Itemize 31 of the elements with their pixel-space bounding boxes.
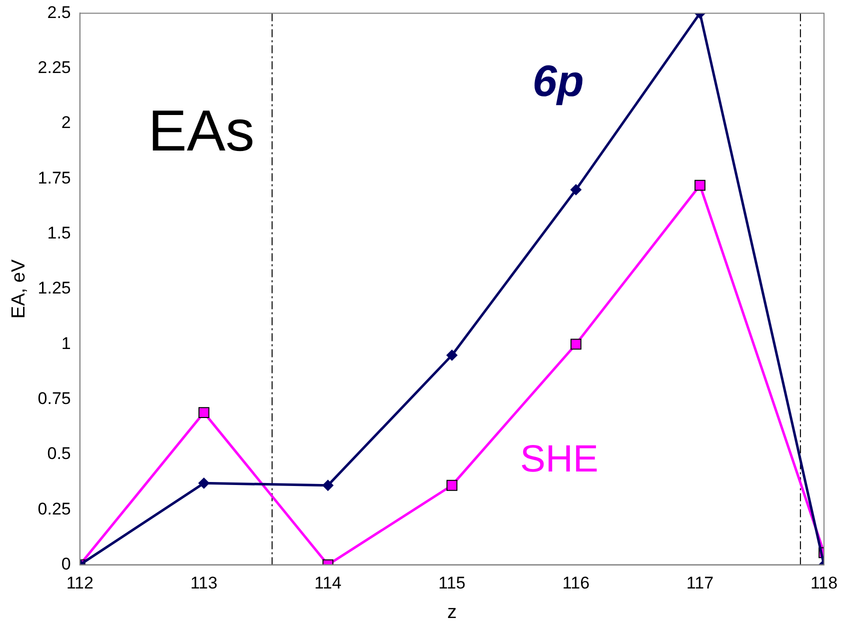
y-tick-label: 0.5	[47, 444, 71, 464]
annotation: 6p	[532, 56, 584, 106]
y-tick-label: 1	[61, 334, 71, 353]
x-tick-label: 115	[438, 574, 466, 593]
y-tick-label: 2.25	[38, 58, 71, 78]
y-tick-label: 0.75	[38, 389, 71, 408]
point	[694, 180, 706, 191]
x-tick-label: 113	[190, 574, 218, 593]
series-label: SHE	[520, 438, 598, 481]
y-tick-label: 1.75	[38, 168, 71, 188]
y-axis-title: EA, eV	[8, 259, 30, 319]
annotation: EAs	[148, 98, 254, 164]
point	[570, 338, 582, 350]
point	[198, 407, 210, 418]
y-tick-label: 0.25	[38, 499, 71, 518]
y-tick-label: 1.25	[38, 278, 71, 298]
x-axis-title: z	[447, 602, 457, 623]
point	[570, 184, 582, 196]
x-tick-label: 112	[66, 574, 94, 593]
x-tick-label: 117	[686, 574, 714, 593]
point	[198, 478, 210, 489]
x-tick-label: 114	[314, 574, 342, 593]
x-tick-label: 116	[562, 574, 590, 593]
point	[446, 480, 458, 491]
x-tick-label: 118	[810, 574, 838, 593]
y-tick-label: 2.5	[47, 2, 71, 22]
y-tick-label: 2	[61, 113, 71, 132]
y-tick-label: 0	[61, 554, 71, 574]
point	[446, 350, 458, 361]
point	[322, 480, 334, 491]
y-tick-label: 1.5	[47, 224, 71, 243]
